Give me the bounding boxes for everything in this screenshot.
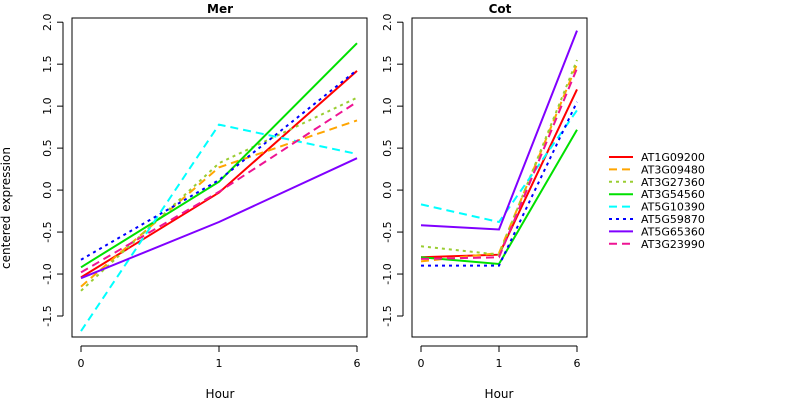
series-line-cot-at5g59870 <box>421 101 578 267</box>
series-line-mer-at1g09200 <box>80 70 358 279</box>
y-tick-label-mer: -1.5 <box>41 305 54 326</box>
y-tick-label-mer: 1.0 <box>41 97 54 115</box>
legend-label-at1g09200: AT1G09200 <box>641 151 705 164</box>
series-line-cot-at5g10390 <box>420 109 578 224</box>
legend-label-at3g27360: AT3G27360 <box>641 176 705 189</box>
y-tick-label-cot: 0.5 <box>381 139 394 157</box>
y-tick-label-cot: 1.0 <box>381 97 394 115</box>
series-line-mer-at5g65360 <box>80 157 358 280</box>
x-axis-label-mer: Hour <box>206 387 235 400</box>
legend-label-at5g59870: AT5G59870 <box>641 213 705 226</box>
y-tick-label-cot: 2.0 <box>381 13 394 31</box>
y-tick-label-cot: -0.5 <box>381 221 394 242</box>
y-tick-label-mer: 0.5 <box>41 139 54 157</box>
series-line-mer-at3g09480 <box>80 119 358 288</box>
y-tick-label-mer: 0.0 <box>41 181 54 199</box>
x-tick-label-mer: 6 <box>354 357 361 370</box>
y-tick-label-cot: 0.0 <box>381 181 394 199</box>
y-tick-label-cot: -1.5 <box>381 305 394 326</box>
y-tick-label-mer: -1.0 <box>41 263 54 284</box>
series-line-cot-at3g23990 <box>420 68 578 260</box>
x-tick-label-mer: 0 <box>78 357 85 370</box>
x-tick-label-cot: 6 <box>574 357 581 370</box>
series-line-mer-at3g23990 <box>80 101 358 274</box>
legend-label-at3g23990: AT3G23990 <box>641 238 705 251</box>
y-tick-label-cot: -1.0 <box>381 263 394 284</box>
x-tick-label-mer: 1 <box>216 357 223 370</box>
series-line-mer-at3g27360 <box>80 96 358 292</box>
legend-label-at5g10390: AT5G10390 <box>641 201 705 214</box>
series-line-mer-at5g59870 <box>80 69 358 261</box>
y-tick-label-mer: 2.0 <box>41 13 54 31</box>
x-axis-label-cot: Hour <box>485 387 514 400</box>
legend-label-at5g65360: AT5G65360 <box>641 225 705 238</box>
x-tick-label-cot: 0 <box>418 357 425 370</box>
plot-frame-mer <box>71 17 368 338</box>
series-line-cot-at1g09200 <box>420 88 578 259</box>
x-tick-label-cot: 1 <box>496 357 503 370</box>
series-line-cot-at5g65360 <box>420 30 578 231</box>
y-tick-label-mer: -0.5 <box>41 221 54 242</box>
y-tick-label-cot: 1.5 <box>381 55 394 73</box>
y-tick-label-mer: 1.5 <box>41 55 54 73</box>
panel-title-mer: Mer <box>207 2 233 16</box>
series-line-mer-at5g10390 <box>80 123 358 332</box>
series-line-cot-at3g09480 <box>420 63 578 263</box>
plot-frame-cot <box>411 17 588 338</box>
legend-label-at3g09480: AT3G09480 <box>641 163 705 176</box>
series-line-mer-at3g54560 <box>80 42 358 269</box>
y-axis-label: centered expression <box>0 147 13 269</box>
legend-label-at3g54560: AT3G54560 <box>641 188 705 201</box>
panel-title-cot: Cot <box>489 2 512 16</box>
